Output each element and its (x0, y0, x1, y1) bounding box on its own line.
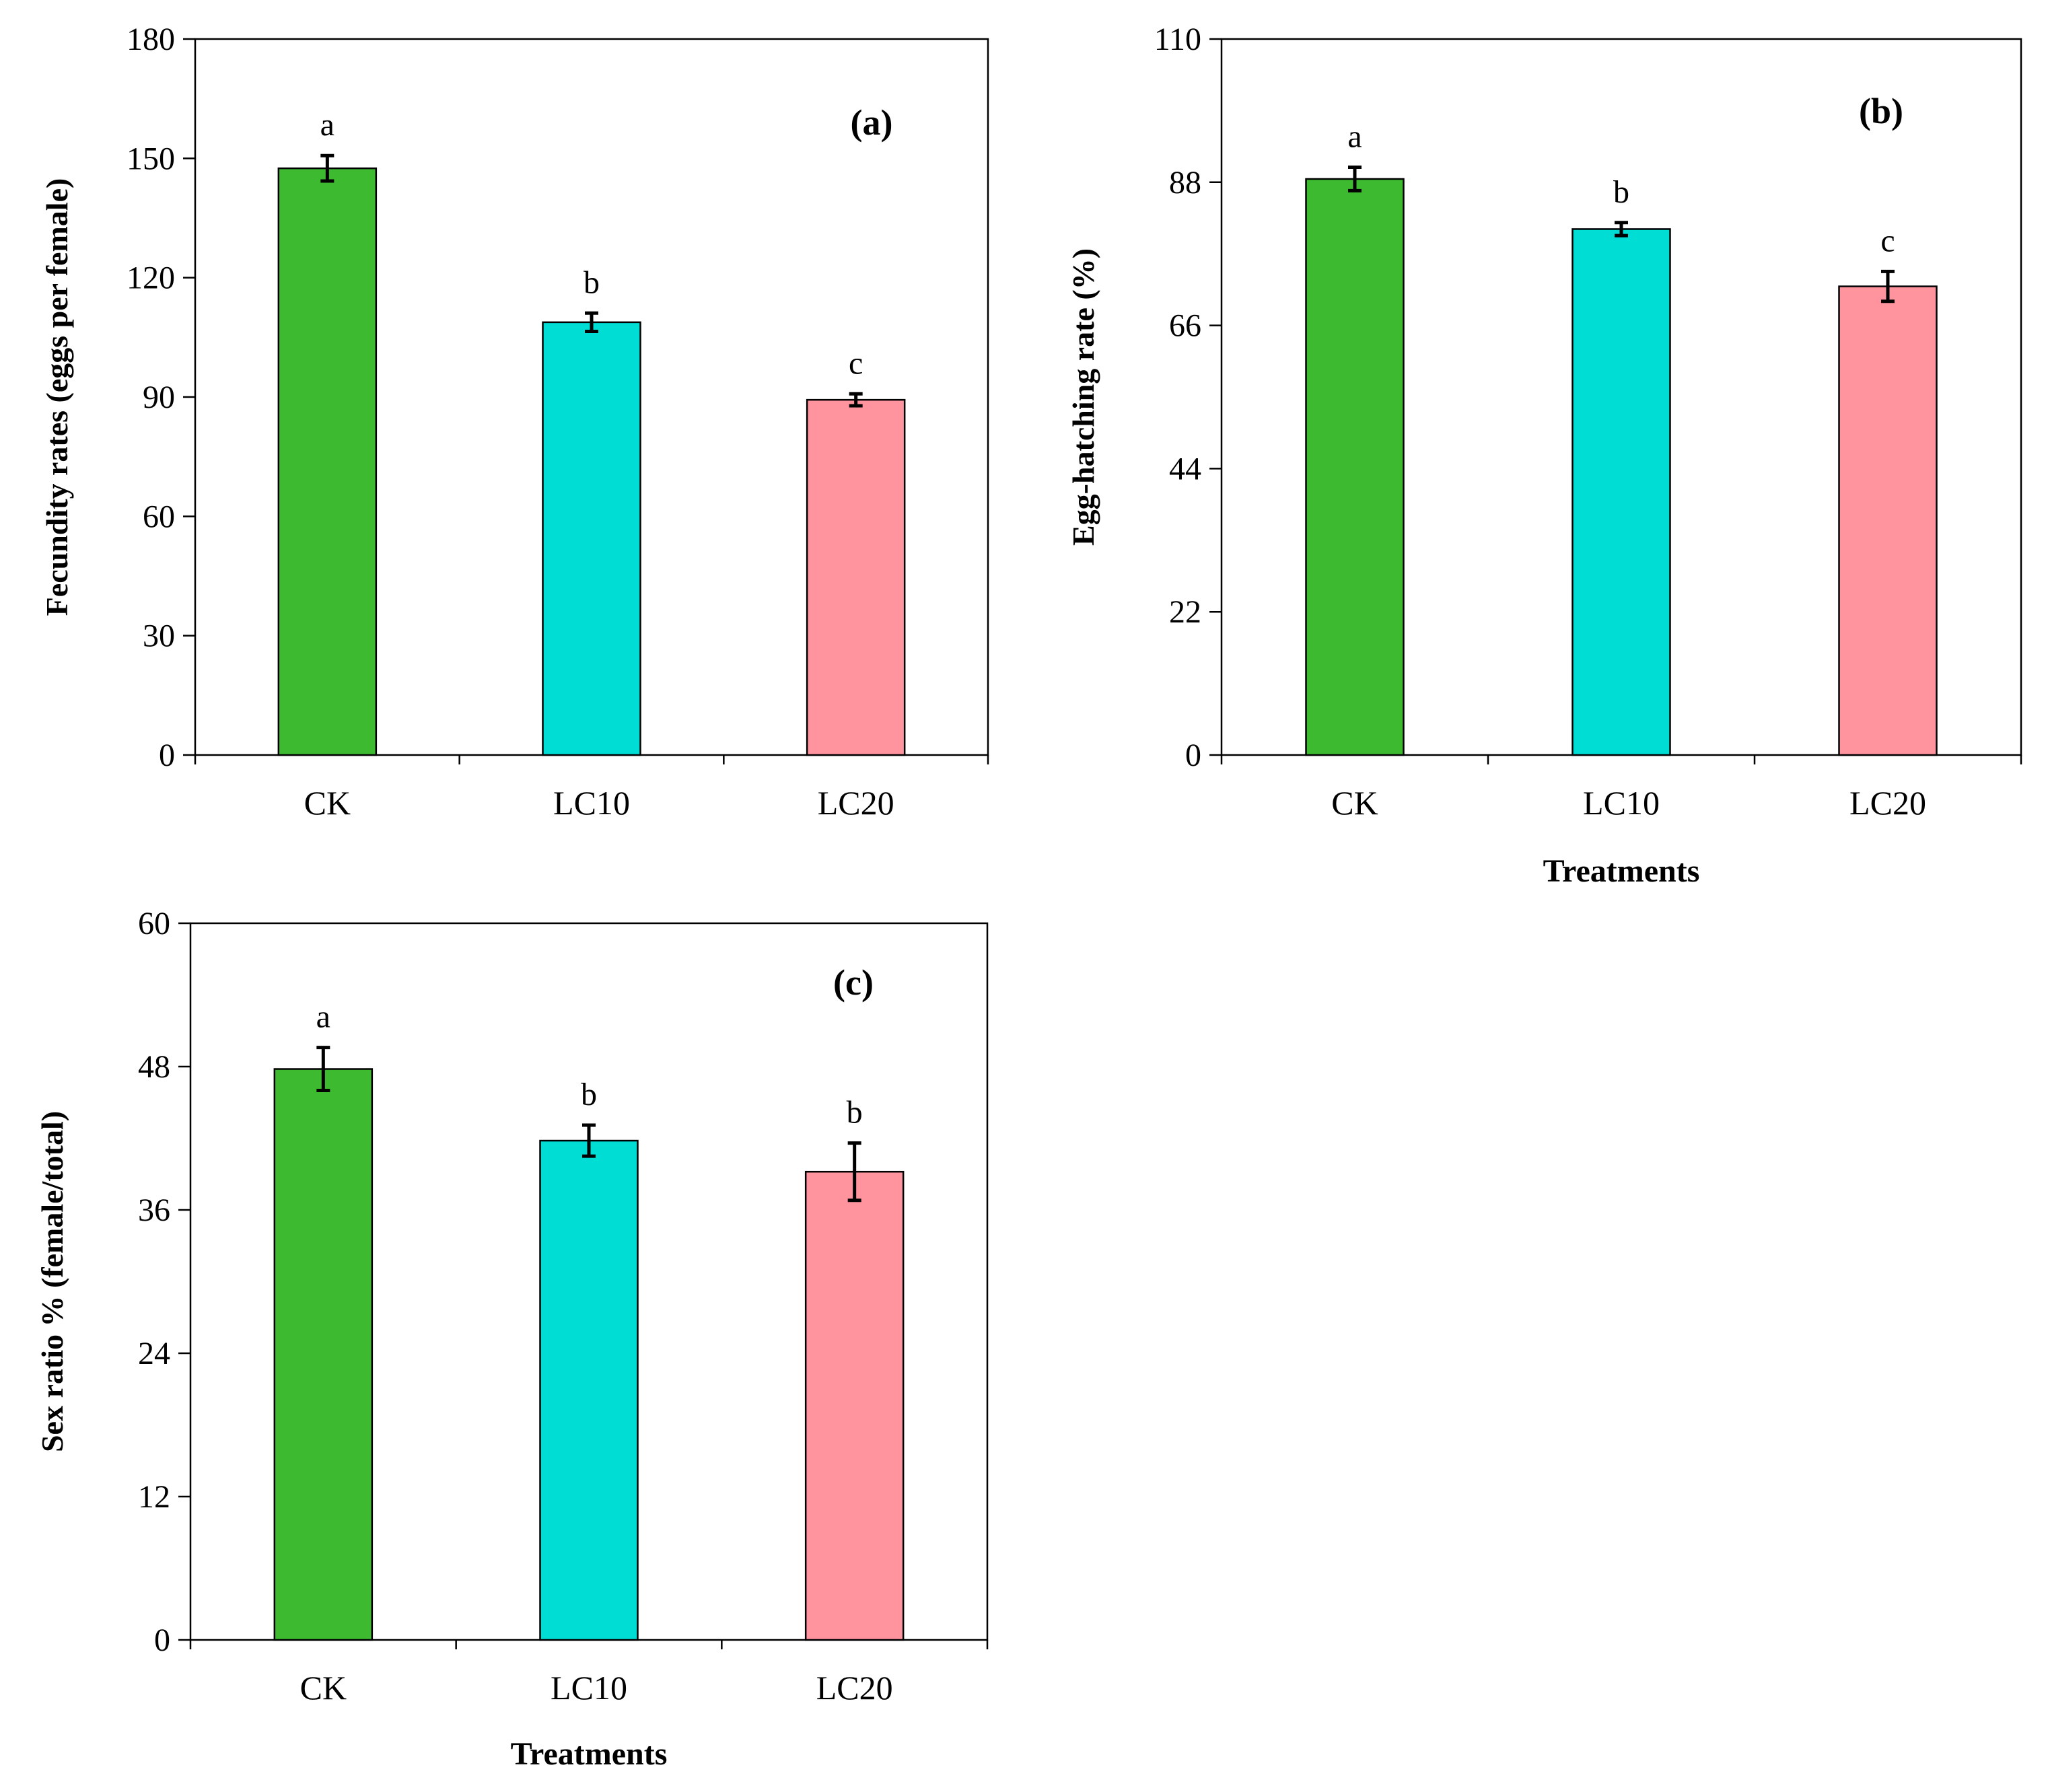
panel-c-y-tick-label: 36 (138, 1192, 170, 1228)
panel-c-significance-letter: b (847, 1095, 863, 1131)
panel-c-y-axis-title: Sex ratio % (female/total) (35, 1111, 69, 1452)
panel-a-y-tick-label: 150 (127, 141, 175, 176)
panel-c: Sex ratio % (female/total) (c) Treatment… (35, 906, 989, 1772)
panel-b-bar-lc10 (1572, 228, 1671, 756)
panel-c-y-tick-label: 60 (138, 906, 170, 941)
panel-c-category-label: LC10 (551, 1669, 627, 1707)
panel-c-x-axis-title: Treatments (511, 1736, 668, 1772)
panel-c-significance-letter: b (581, 1077, 597, 1112)
panel-c-y-tick-label: 12 (138, 1479, 170, 1515)
panel-a-y-tick-label: 30 (143, 618, 175, 654)
panel-c-significance-letter: a (316, 999, 330, 1035)
panel-c-y-tick-label: 48 (138, 1049, 170, 1085)
panel-a-category-label: CK (304, 784, 351, 822)
panel-c-bar-lc10 (539, 1139, 639, 1641)
panel-c-category-label: LC20 (816, 1669, 893, 1707)
panel-c-y-tick-label: 0 (154, 1622, 170, 1658)
panel-c-y-tick-label: 24 (138, 1336, 170, 1371)
panel-a-bar-lc10 (542, 321, 641, 756)
panel-b-y-axis-title: Egg-hatching rate (%) (1066, 248, 1100, 546)
panel-a-label: (a) (851, 102, 893, 143)
panel-c-category-label: CK (300, 1669, 347, 1707)
panel-b-y-tick-label: 22 (1169, 594, 1201, 630)
panel-a-significance-letter: c (849, 345, 863, 381)
panel-a-significance-letter: b (584, 264, 600, 300)
panel-b-y-tick-label: 44 (1169, 451, 1201, 487)
panel-a-category-label: LC20 (818, 784, 894, 822)
panel-a-y-tick-label: 60 (143, 499, 175, 534)
panel-b-x-axis-title: Treatments (1543, 853, 1700, 889)
panel-a-bar-lc20 (806, 398, 906, 756)
panel-b-bar-ck (1305, 178, 1405, 756)
panel-c-label: (c) (833, 962, 874, 1003)
panel-b-label: (b) (1859, 91, 1903, 131)
panel-b-y-tick-label: 88 (1169, 165, 1201, 201)
panel-c-bar-lc20 (804, 1170, 905, 1641)
panel-b-category-label: LC10 (1583, 784, 1660, 822)
panel-b-y-tick-label: 66 (1169, 308, 1201, 344)
panel-b-significance-letter: a (1347, 119, 1362, 155)
panel-a-significance-letter: a (320, 107, 334, 143)
panel-b-significance-letter: c (1880, 223, 1895, 258)
panel-b-bar-lc20 (1838, 285, 1938, 756)
panel-a-y-axis-title: Fecundity rates (eggs per female) (40, 178, 74, 616)
panel-a-y-tick-label: 180 (127, 22, 175, 57)
panel-a-category-label: LC10 (553, 784, 630, 822)
panel-c-bar-ck (273, 1068, 374, 1641)
panel-a-y-tick-label: 0 (159, 738, 175, 773)
panel-b-category-label: CK (1331, 784, 1378, 822)
panel-a-y-tick-label: 90 (143, 380, 175, 415)
panel-b: Egg-hatching rate (%) (b) Treatments 0 22… (1066, 22, 2022, 889)
panel-b-significance-letter: b (1613, 174, 1629, 210)
panel-a: Fecundity rates (eggs per female) (a) 0 3… (40, 22, 989, 822)
panel-a-y-tick-label: 120 (127, 260, 175, 296)
panel-b-y-tick-label: 110 (1154, 22, 1201, 57)
panel-b-y-tick-label: 0 (1185, 738, 1201, 773)
panel-a-bar-ck (277, 167, 378, 756)
panel-b-category-label: LC20 (1849, 784, 1926, 822)
